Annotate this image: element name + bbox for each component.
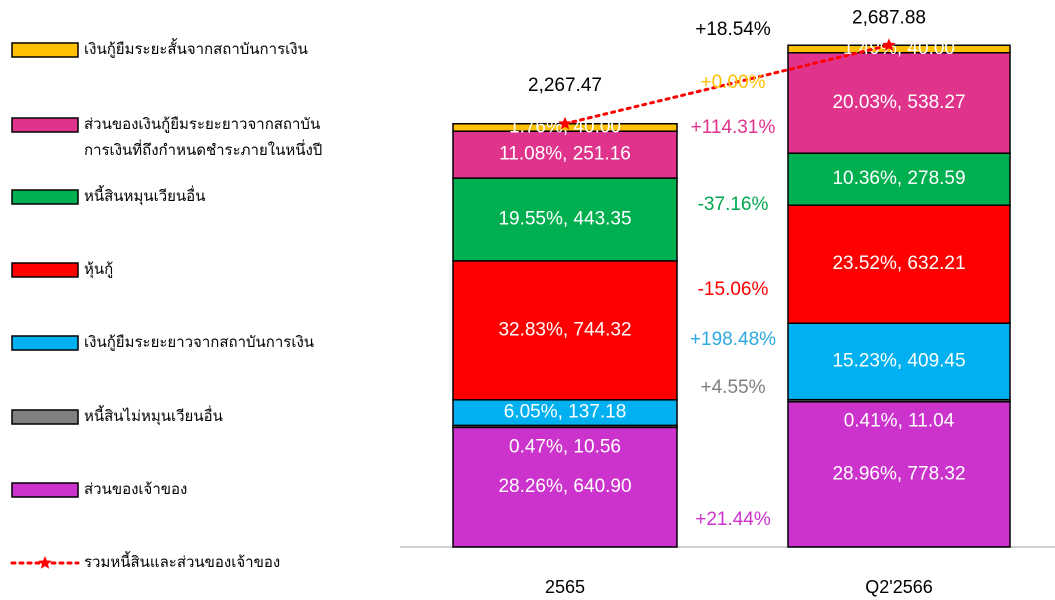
data-label: 1.49%, 40.00	[843, 38, 955, 59]
data-label: 10.36%, 278.59	[832, 168, 965, 189]
bar-segment	[452, 130, 678, 179]
legend-swatch	[11, 189, 79, 205]
legend-label: หนี้สินไม่หมุนเวียนอื่น	[84, 408, 223, 425]
data-label: 15.23%, 409.45	[832, 350, 965, 371]
legend-swatch	[11, 482, 79, 498]
total-label: 2,687.88	[852, 7, 926, 28]
legend-swatch	[11, 42, 79, 58]
data-label: 23.52%, 632.21	[832, 253, 965, 274]
legend-label: เงินกู้ยืมระยะสั้นจากสถาบันการเงิน	[84, 41, 308, 58]
legend-label: เงินกู้ยืมระยะยาวจากสถาบันการเงิน	[84, 334, 315, 351]
data-label: 20.03%, 538.27	[832, 92, 965, 113]
data-label: 28.26%, 640.90	[498, 476, 631, 497]
change-label: -37.16%	[698, 194, 769, 215]
legend-label: ส่วนของเงินกู้ยืมระยะยาวจากสถาบัน การเงิ…	[84, 116, 323, 159]
x-tick-label: 2565	[545, 577, 585, 597]
change-label: +21.44%	[695, 509, 771, 530]
total-marker	[882, 38, 896, 51]
legend-label: ส่วนของเจ้าของ	[84, 481, 188, 498]
bar-segment	[787, 322, 1011, 401]
bar-segment	[787, 152, 1011, 206]
change-label: +18.54%	[695, 19, 771, 40]
change-label: -15.06%	[698, 279, 769, 300]
bar-segment	[452, 426, 678, 548]
data-label: 6.05%, 137.18	[504, 402, 627, 423]
data-label: 11.08%, 251.16	[499, 144, 631, 165]
legend-label: หนี้สินหมุนเวียนอื่น	[84, 188, 206, 205]
total-marker	[558, 116, 572, 130]
legend-swatch	[38, 556, 52, 569]
bar-segment	[452, 399, 678, 427]
data-label: 19.55%, 443.35	[498, 208, 631, 229]
data-label: 0.41%, 11.04	[844, 411, 955, 432]
bar-segment	[787, 204, 1011, 324]
legend-label: รวมหนี้สินและส่วนของเจ้าของ	[84, 554, 281, 571]
bar-segment	[452, 177, 678, 262]
legend-swatch	[11, 117, 79, 133]
bar-segment	[787, 44, 1011, 54]
change-label: +0.00%	[701, 72, 766, 93]
x-tick-label: Q2'2566	[865, 577, 933, 597]
legend-swatch	[11, 409, 79, 425]
legend-label: หุ้นกู้	[84, 261, 114, 278]
total-line	[563, 43, 891, 126]
change-label: +198.48%	[690, 329, 776, 350]
data-label: 32.83%, 744.32	[498, 319, 631, 340]
change-label: +114.31%	[691, 117, 776, 138]
total-label: 2,267.47	[528, 75, 602, 96]
data-label: 0.47%, 10.56	[509, 436, 621, 457]
data-label: 28.96%, 778.32	[832, 463, 965, 484]
change-label: +4.55%	[701, 377, 766, 398]
bar-segment	[452, 260, 678, 401]
legend-swatch	[11, 262, 79, 278]
legend-swatch	[11, 335, 79, 351]
bar-segment	[787, 400, 1011, 548]
data-label: 1.76%, 40.00	[509, 116, 621, 137]
